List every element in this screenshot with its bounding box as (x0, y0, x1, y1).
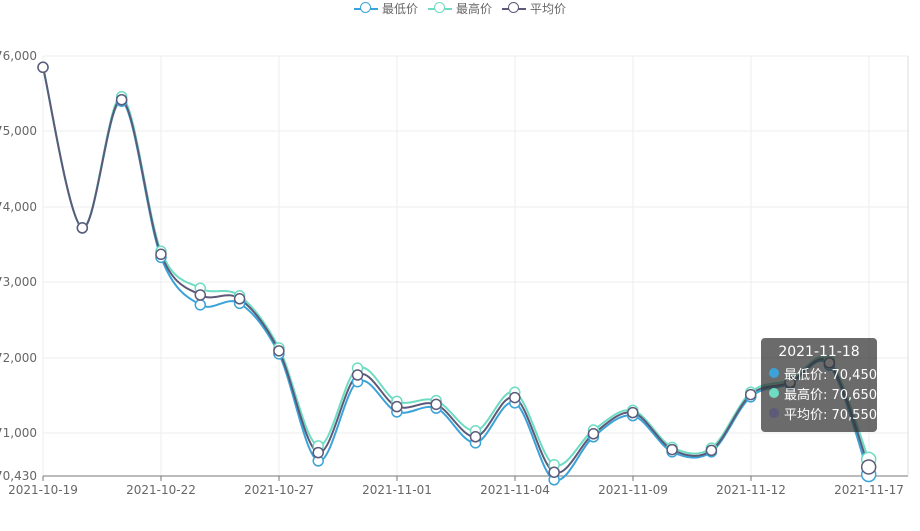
tooltip-row-avg: 平均价: 70,550 (769, 403, 877, 423)
series-point-avg-11 (469, 431, 482, 443)
x-tick-label-6: 2021-11-12 (716, 483, 786, 497)
tooltip-title: 2021-11-18 (778, 344, 860, 360)
series-point-avg-1 (76, 222, 89, 234)
tooltip-text-avg: 平均价: 70,550 (784, 407, 877, 423)
series-point-avg-12 (509, 391, 521, 404)
y-tick-label-6: 70,430 (0, 469, 37, 483)
series-point-avg-13 (548, 466, 560, 478)
y-tick-label-5: 71,000 (0, 426, 37, 440)
x-tick-label-2: 2021-10-27 (244, 483, 314, 497)
tooltip-row-high: 最高价: 70,650 (769, 383, 877, 403)
y-tick-label-4: 72,000 (0, 351, 37, 365)
tooltip-dot-avg (769, 408, 779, 418)
y-tick-label-2: 74,000 (0, 200, 37, 214)
tooltip-dot-low (769, 368, 779, 378)
series-point-low-4 (194, 299, 207, 311)
series-point-avg-18 (744, 388, 757, 401)
x-tick-label-1: 2021-10-22 (126, 483, 196, 497)
legend-item-avg[interactable]: 平均价 (502, 0, 566, 16)
y-tick-label-3: 73,000 (0, 275, 37, 289)
series-point-avg-10 (430, 398, 442, 411)
legend-label-high: 最高价 (455, 1, 492, 16)
y-tick-label-0: 76,000 (0, 49, 37, 63)
series-point-avg-5 (233, 293, 246, 305)
legend-marker-low (353, 2, 378, 14)
series-point-avg-6 (273, 345, 285, 357)
legend-marker-avg (502, 2, 526, 14)
series-point-avg-9 (391, 400, 403, 413)
tooltip-row-low: 最低价: 70,450 (769, 363, 877, 383)
x-tick-label-5: 2021-11-09 (598, 483, 668, 497)
series-point-avg-17 (705, 444, 718, 457)
series-point-avg-16 (666, 443, 678, 456)
series-point-avg-3 (155, 248, 167, 261)
series-point-avg-7 (312, 446, 324, 459)
legend-label-low: 最低价 (381, 1, 418, 16)
legend: 最低价 最高价 平均价 (0, 0, 920, 16)
x-tick-label-7: 2021-11-17 (834, 483, 904, 497)
series-line-avg (42, 67, 870, 474)
x-tick-label-4: 2021-11-04 (480, 483, 550, 497)
x-tick-label-0: 2021-10-19 (8, 483, 78, 497)
legend-label-avg: 平均价 (530, 1, 567, 16)
tooltip-text-high: 最高价: 70,650 (784, 387, 877, 403)
series-point-avg-8 (351, 369, 364, 381)
series-point-avg-0 (37, 61, 49, 74)
legend-item-low[interactable]: 最低价 (353, 0, 418, 16)
x-tick-label-3: 2021-11-01 (362, 483, 432, 497)
tooltip-text-low: 最低价: 70,450 (784, 367, 877, 383)
series-point-avg-2 (115, 93, 128, 106)
series-point-avg-15 (627, 406, 639, 419)
series-point-avg-21 (860, 459, 877, 475)
legend-marker-high (427, 2, 452, 14)
series-point-avg-4 (194, 289, 207, 301)
tooltip: 2021-11-18 最低价: 70,450 最高价: 70,650 平均价: … (761, 338, 877, 432)
series-point-avg-14 (587, 428, 600, 440)
legend-item-high[interactable]: 最高价 (427, 0, 492, 16)
y-tick-label-1: 75,000 (0, 124, 37, 138)
tooltip-dot-high (769, 388, 779, 398)
